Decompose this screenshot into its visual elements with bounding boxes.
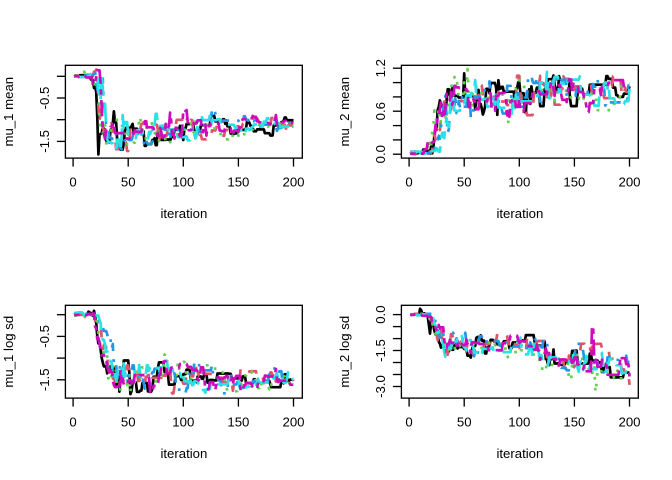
svg-text:200: 200 xyxy=(282,174,304,189)
svg-text:50: 50 xyxy=(457,414,472,429)
svg-text:100: 100 xyxy=(508,174,530,189)
svg-text:iteration: iteration xyxy=(496,206,543,221)
svg-text:mu_2 mean: mu_2 mean xyxy=(337,77,352,147)
svg-text:0: 0 xyxy=(69,174,76,189)
svg-text:100: 100 xyxy=(508,414,530,429)
svg-text:mu_2 log sd: mu_2 log sd xyxy=(337,316,352,388)
svg-text:200: 200 xyxy=(618,414,640,429)
svg-text:100: 100 xyxy=(172,414,194,429)
svg-text:iteration: iteration xyxy=(160,206,207,221)
svg-text:-1.5: -1.5 xyxy=(373,339,388,362)
svg-text:150: 150 xyxy=(563,174,585,189)
svg-text:100: 100 xyxy=(172,174,194,189)
svg-text:150: 150 xyxy=(227,174,249,189)
svg-text:1.2: 1.2 xyxy=(373,59,388,77)
svg-text:-0.5: -0.5 xyxy=(37,325,52,348)
svg-text:0: 0 xyxy=(405,174,412,189)
svg-text:200: 200 xyxy=(618,174,640,189)
svg-text:mu_1 log sd: mu_1 log sd xyxy=(1,316,16,388)
svg-text:0.0: 0.0 xyxy=(373,145,388,163)
svg-text:0.6: 0.6 xyxy=(373,102,388,120)
svg-text:-1.5: -1.5 xyxy=(37,368,52,391)
svg-text:-1.5: -1.5 xyxy=(37,130,52,153)
svg-text:200: 200 xyxy=(282,414,304,429)
svg-text:0: 0 xyxy=(405,414,412,429)
svg-text:50: 50 xyxy=(457,174,472,189)
svg-text:0.0: 0.0 xyxy=(373,305,388,323)
svg-text:50: 50 xyxy=(121,414,136,429)
svg-text:150: 150 xyxy=(227,414,249,429)
svg-text:-0.5: -0.5 xyxy=(37,87,52,110)
svg-text:0: 0 xyxy=(69,414,76,429)
svg-text:iteration: iteration xyxy=(496,446,543,461)
svg-text:mu_1 mean: mu_1 mean xyxy=(1,77,16,147)
svg-text:-3.0: -3.0 xyxy=(373,375,388,398)
svg-text:iteration: iteration xyxy=(160,446,207,461)
svg-text:50: 50 xyxy=(121,174,136,189)
svg-text:150: 150 xyxy=(563,414,585,429)
